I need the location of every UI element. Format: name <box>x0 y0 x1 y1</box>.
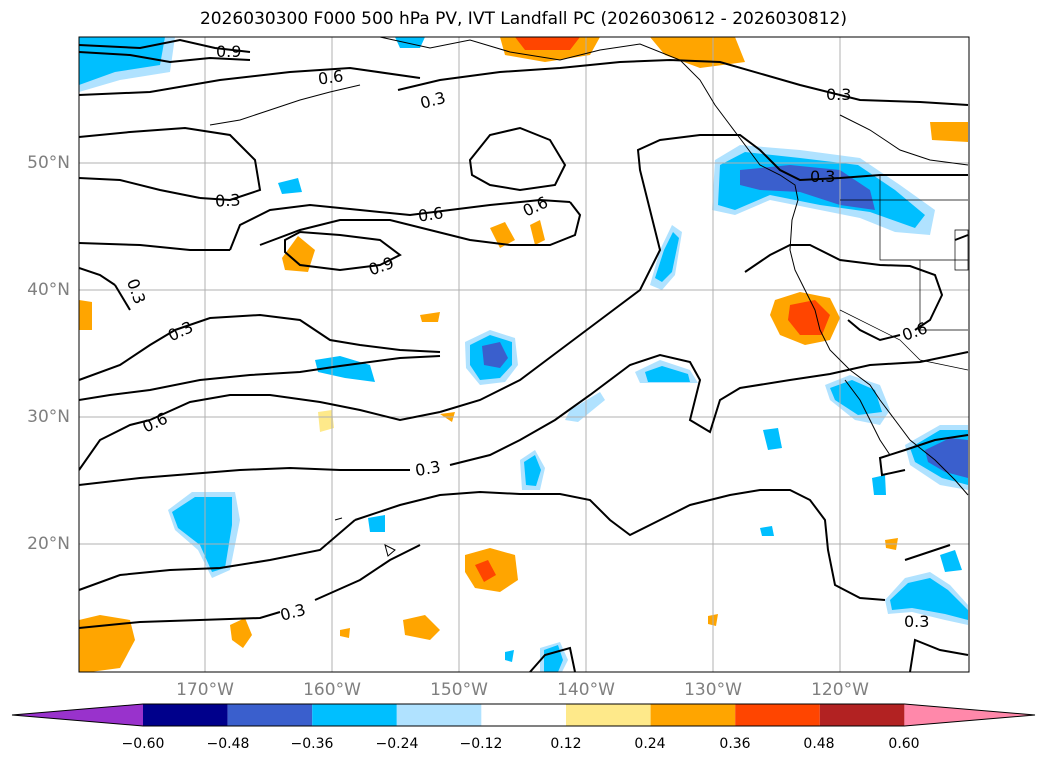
negative-anomaly-patch <box>524 455 541 486</box>
positive-anomaly-patch <box>515 37 580 50</box>
negative-anomaly-patch <box>760 526 774 536</box>
positive-anomaly-patch <box>420 312 440 322</box>
negative-anomaly-patch <box>368 515 385 532</box>
longitude-label: 140°W <box>557 680 615 700</box>
negative-anomaly-patch <box>925 438 968 478</box>
positive-anomaly-patch <box>530 220 545 245</box>
positive-anomaly-patch <box>230 618 252 648</box>
colorbar-tick-label: −0.60 <box>121 736 165 752</box>
latitude-label: 50°N <box>27 153 70 173</box>
colorbar-tick-label: 0.24 <box>634 736 666 752</box>
colorbar-tick-label: −0.48 <box>206 736 250 752</box>
contour-label: 0.6 <box>417 203 445 225</box>
negative-anomaly-patch <box>655 232 679 282</box>
positive-anomaly-patch <box>475 560 496 582</box>
negative-anomaly-patch <box>505 650 514 662</box>
negative-anomaly-patch <box>872 475 886 495</box>
contour-label: 0.3 <box>215 190 241 210</box>
latitude-label: 30°N <box>27 407 70 427</box>
contour-label: 0.3 <box>414 457 442 480</box>
positive-anomaly-patch <box>650 37 745 68</box>
negative-anomaly-patch <box>940 550 962 572</box>
colorbar-tick-label: −0.36 <box>290 736 334 752</box>
positive-anomaly-patch <box>403 615 440 640</box>
negative-anomaly-patch <box>278 178 302 194</box>
negative-anomaly-patch <box>830 380 882 415</box>
positive-anomaly-patch <box>930 122 968 142</box>
contour-label: 0.6 <box>317 66 345 88</box>
longitude-label: 170°W <box>176 680 234 700</box>
colorbar-tick-label: 0.48 <box>803 736 835 752</box>
positive-anomaly-patch <box>318 410 334 432</box>
negative-anomaly-patch <box>79 37 165 85</box>
negative-anomaly-patch <box>890 578 968 620</box>
contour-label: 0.3 <box>810 167 835 186</box>
longitude-label: 130°W <box>684 680 742 700</box>
plot-title: 2026030300 F000 500 hPa PV, IVT Landfall… <box>199 9 847 29</box>
latitude-label: 40°N <box>27 280 70 300</box>
latitude-label: 20°N <box>27 534 70 554</box>
positive-anomaly-patch <box>79 615 135 672</box>
coastlines <box>209 37 969 557</box>
negative-anomaly-patch <box>645 366 690 382</box>
negative-anomaly-patch <box>565 392 605 422</box>
contour-label: 0.3 <box>904 612 929 631</box>
map-frame <box>78 36 970 673</box>
negative-anomaly-patch <box>482 342 508 368</box>
contour-label: 0.3 <box>826 85 851 104</box>
longitude-label: 120°W <box>811 680 869 700</box>
positive-anomaly-patch <box>79 300 92 330</box>
colorbar-tick-label: 0.36 <box>719 736 751 752</box>
gridlines <box>79 37 969 672</box>
pv-contours <box>79 38 969 672</box>
positive-anomaly-patch <box>340 628 350 638</box>
negative-anomaly-patch <box>740 165 875 210</box>
positive-anomaly-patch <box>490 222 515 248</box>
colorbar-tick-label: −0.12 <box>459 736 503 752</box>
longitude-label: 160°W <box>303 680 361 700</box>
colorbar-tick-label: −0.24 <box>375 736 419 752</box>
positive-anomaly-patch <box>282 236 315 272</box>
shaded-ivt-field <box>79 37 968 672</box>
contour-label: 0.9 <box>216 42 241 61</box>
negative-anomaly-patch <box>172 497 232 572</box>
colorbar-tick-label: 0.12 <box>550 736 582 752</box>
longitude-label: 150°W <box>430 680 488 700</box>
negative-anomaly-patch <box>763 428 782 450</box>
colorbar-tick-label: 0.60 <box>888 736 920 752</box>
